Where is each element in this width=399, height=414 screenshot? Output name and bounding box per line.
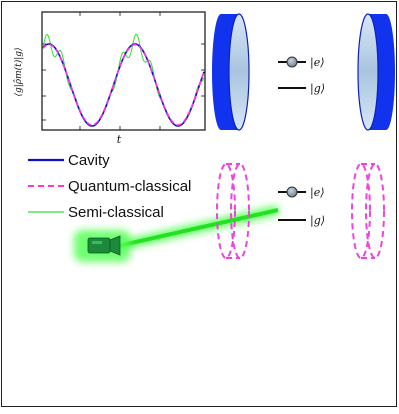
y-axis-label: ⟨g|ρ̂m(t)|g⟩ xyxy=(13,47,24,96)
plot-ticks xyxy=(42,12,205,130)
atom-icon xyxy=(286,56,298,68)
inset-plot: t ⟨g|ρ̂m(t)|g⟩ xyxy=(13,11,206,146)
x-axis-label: t xyxy=(117,133,122,146)
laser-beam xyxy=(117,205,279,251)
plot-frame xyxy=(41,11,206,131)
atom-icon xyxy=(286,186,298,198)
figure-border xyxy=(1,1,397,407)
plot-curves xyxy=(42,33,205,127)
excited-level-label: |e⟩ xyxy=(310,56,325,70)
cavity-mirror-right xyxy=(357,13,395,131)
classical-mirror-right xyxy=(351,163,385,259)
ground-level-label: |g⟩ xyxy=(310,214,325,228)
legend: Cavity Quantum-classical Semi-classical xyxy=(28,152,191,221)
energy-levels-top: |e⟩ |g⟩ xyxy=(278,56,325,96)
excited-level-label: |e⟩ xyxy=(310,186,325,200)
legend-label-cavity: Cavity xyxy=(68,152,110,169)
legend-label-semi-classical: Semi-classical xyxy=(68,204,164,221)
cavity-mirror-left xyxy=(212,13,250,131)
legend-label-quantum-classical: Quantum-classical xyxy=(68,178,191,195)
energy-levels-bottom: |e⟩ |g⟩ xyxy=(278,186,325,228)
ground-level-label: |g⟩ xyxy=(310,82,325,96)
laser-source-icon xyxy=(74,230,130,262)
classical-mirror-left xyxy=(216,163,250,259)
series-line-quantum-classical xyxy=(42,43,205,126)
